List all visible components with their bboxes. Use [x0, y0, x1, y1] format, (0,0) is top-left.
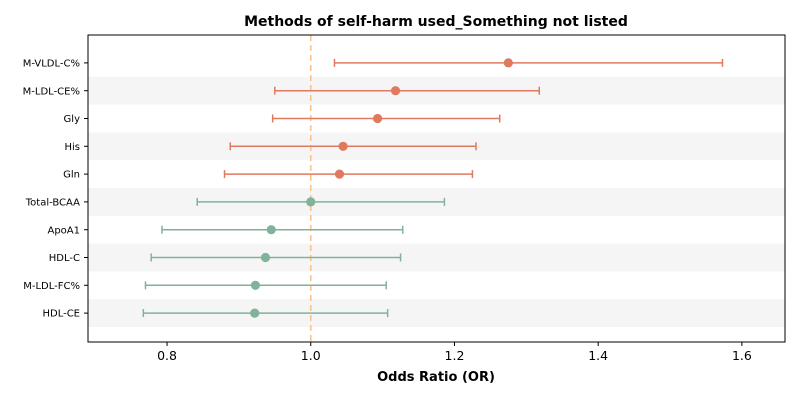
x-tick-label: 0.8	[157, 348, 177, 363]
y-tick-label: ApoA1	[47, 225, 80, 236]
forest-row	[142, 308, 389, 318]
y-tick-label: Gly	[64, 114, 81, 125]
y-tick-label: Total-BCAA	[25, 198, 80, 209]
forest-row	[274, 86, 541, 96]
x-axis-label: Odds Ratio (OR)	[377, 370, 495, 385]
y-tick-label: His	[64, 142, 80, 153]
forest-row	[150, 252, 402, 263]
y-tick-label: HDL-CE	[42, 309, 80, 320]
plot-frame	[87, 34, 786, 343]
or-point	[338, 141, 348, 151]
forest-row	[223, 169, 474, 179]
x-axis: 0.8 1.0 1.2 1.4 1.6	[157, 342, 752, 363]
y-tick-label: M-LDL-CE%	[23, 86, 80, 97]
y-tick-label: HDL-C	[49, 253, 80, 264]
forest-row	[196, 197, 446, 207]
or-point	[503, 58, 513, 68]
or-point	[390, 86, 401, 96]
or-point	[372, 113, 383, 124]
forest-row	[333, 58, 724, 68]
x-tick-label: 1.0	[301, 348, 321, 363]
data-marks	[142, 58, 724, 318]
or-point	[250, 308, 260, 318]
forest-row	[161, 225, 404, 235]
x-tick-label: 1.2	[445, 348, 465, 363]
forest-row	[271, 113, 501, 124]
or-point	[266, 225, 276, 235]
forest-row	[229, 141, 477, 151]
y-tick-label: M-LDL-FC%	[23, 281, 80, 292]
x-tick-label: 1.4	[588, 348, 608, 363]
or-point	[250, 280, 261, 290]
or-point	[334, 169, 345, 179]
chart-title: Methods of self-harm used_Something not …	[244, 14, 628, 30]
y-axis: M-VLDL-C% M-LDL-CE% Gly His Gln Total-BCAA Apo…	[23, 59, 88, 320]
forest-row	[144, 280, 387, 290]
or-point	[260, 252, 271, 263]
x-tick-label: 1.6	[732, 348, 752, 363]
y-tick-label: M-VLDL-C%	[23, 59, 80, 70]
y-tick-label: Gln	[63, 170, 80, 181]
or-point	[306, 197, 316, 207]
